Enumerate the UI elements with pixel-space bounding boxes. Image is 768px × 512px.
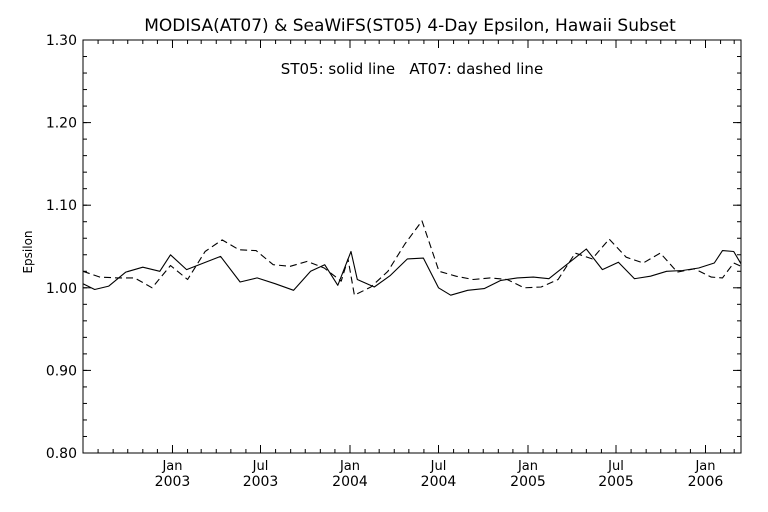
x-tick-label-month: Jan bbox=[339, 459, 360, 474]
x-tick-label-year: 2004 bbox=[332, 474, 368, 490]
x-tick-label-year: 2003 bbox=[243, 474, 279, 490]
series-line-st05 bbox=[82, 248, 742, 296]
x-tick-label-month: Jan bbox=[694, 459, 715, 474]
chart-title: MODISA(AT07) & SeaWiFS(ST05) 4-Day Epsil… bbox=[144, 16, 676, 36]
y-tick-label: 1.20 bbox=[46, 116, 77, 132]
x-tick-label-month: Jan bbox=[161, 459, 182, 474]
x-tick-label-month: Jan bbox=[517, 459, 538, 474]
x-tick-label-month: Jul bbox=[252, 459, 269, 474]
x-tick-label-year: 2004 bbox=[421, 474, 457, 490]
y-tick-label: 0.80 bbox=[46, 446, 77, 462]
y-tick-label: 1.00 bbox=[46, 281, 77, 297]
x-tick-label-month: Jul bbox=[607, 459, 624, 474]
y-tick-label: 1.10 bbox=[46, 198, 77, 214]
y-axis: 0.80 0.90 1.00 1.10 1.20 1.30 bbox=[46, 33, 741, 462]
plot-frame bbox=[82, 39, 742, 454]
y-tick-label: 1.30 bbox=[46, 33, 77, 49]
y-axis-label: Epsilon bbox=[21, 230, 35, 273]
x-tick-label-year: 2005 bbox=[510, 474, 546, 490]
x-axis: Jan2003Jul2003Jan2004Jul2004Jan2005Jul20… bbox=[82, 40, 735, 490]
series-legend-note: ST05: solid line AT07: dashed line bbox=[281, 60, 543, 78]
y-tick-label: 0.90 bbox=[46, 363, 77, 379]
x-tick-label-year: 2003 bbox=[155, 474, 191, 490]
x-tick-label-year: 2005 bbox=[598, 474, 634, 490]
x-tick-label-month: Jul bbox=[430, 459, 447, 474]
series-line-at07 bbox=[82, 220, 742, 296]
series-layer bbox=[82, 220, 742, 296]
x-tick-label-year: 2006 bbox=[688, 474, 724, 490]
